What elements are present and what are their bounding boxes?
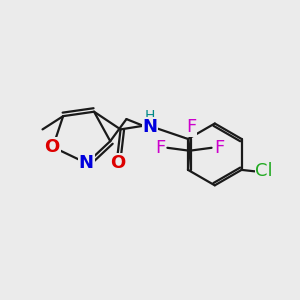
Text: O: O — [45, 138, 60, 156]
Text: F: F — [214, 139, 224, 157]
Text: N: N — [79, 154, 94, 172]
Text: O: O — [110, 154, 125, 172]
Text: H: H — [145, 109, 155, 123]
Text: F: F — [155, 139, 165, 157]
Text: N: N — [142, 118, 158, 136]
Text: Cl: Cl — [255, 162, 273, 180]
Text: F: F — [186, 118, 196, 136]
